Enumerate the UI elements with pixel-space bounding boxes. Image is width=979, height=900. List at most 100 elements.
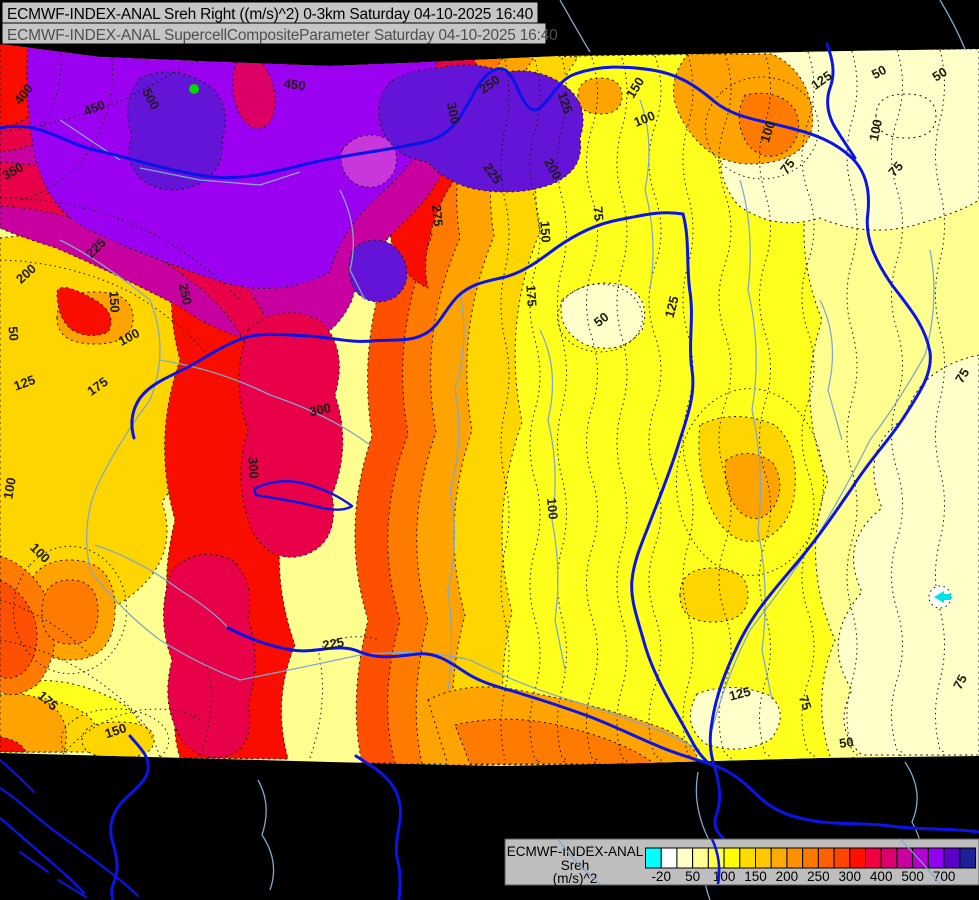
border-line bbox=[139, 167, 301, 186]
legend-color-cell bbox=[692, 847, 709, 869]
river-danube-lower bbox=[109, 734, 150, 900]
river-middle-south bbox=[630, 212, 709, 764]
legend-color-cell bbox=[959, 847, 976, 869]
border-line bbox=[94, 544, 229, 629]
legend-tick: 50 bbox=[685, 869, 700, 884]
legend: ECMWF-INDEX-ANAL Sreh (m/s)^2 -20 50 100 15… bbox=[504, 838, 979, 886]
contour-label: 125 bbox=[727, 684, 752, 704]
contour-field bbox=[0, 44, 979, 766]
legend-tick: 400 bbox=[870, 869, 893, 884]
border-line bbox=[539, 329, 566, 671]
coastline-adriatic bbox=[0, 816, 86, 895]
border-line bbox=[819, 299, 843, 441]
contour-label: 125 bbox=[555, 90, 576, 115]
contour-line bbox=[557, 57, 567, 763]
legend-tick: 200 bbox=[776, 869, 799, 884]
contour-line bbox=[0, 639, 161, 759]
contour-line bbox=[846, 50, 858, 759]
contour-label: 50 bbox=[869, 62, 889, 82]
overlay-lines-legend bbox=[557, 838, 941, 885]
legend-color-cell bbox=[676, 847, 694, 869]
island bbox=[57, 879, 87, 898]
coastline-adriatic bbox=[0, 759, 35, 793]
contour-label: 100 bbox=[866, 118, 885, 142]
border-line bbox=[739, 179, 773, 701]
legend-tick: 150 bbox=[744, 869, 767, 884]
contour-label: 450 bbox=[283, 76, 307, 94]
legend-color-cell bbox=[786, 847, 804, 869]
border-line bbox=[239, 651, 701, 751]
legend-color-cell bbox=[927, 847, 945, 869]
contour-label: 150 bbox=[103, 720, 128, 741]
contour-label: 100 bbox=[544, 497, 561, 520]
legend-color-cell bbox=[660, 847, 678, 869]
border-line bbox=[159, 359, 371, 446]
contour-line bbox=[704, 76, 820, 180]
contour-label: 300 bbox=[245, 457, 261, 479]
border-line bbox=[257, 779, 275, 891]
negative-sreh-marker bbox=[928, 585, 952, 609]
contour-label: 75 bbox=[952, 366, 972, 386]
legend-parameter: Sreh bbox=[561, 858, 590, 873]
legend-tick: 300 bbox=[839, 869, 862, 884]
contour-line bbox=[500, 59, 510, 761]
island bbox=[19, 851, 49, 873]
contour-label: 225 bbox=[321, 634, 345, 653]
river-danube bbox=[0, 65, 870, 214]
title-bar-line2-bg bbox=[1, 22, 547, 45]
title-line1: ECMWF-INDEX-ANAL Sreh Right ((m/s)^2) 0-… bbox=[7, 6, 534, 23]
contour-label: 150 bbox=[537, 221, 553, 243]
contour-line bbox=[616, 57, 628, 764]
legend-color-cell bbox=[723, 847, 741, 869]
river-drava bbox=[226, 626, 979, 834]
green-station-marker bbox=[189, 84, 199, 94]
legend-color-cell bbox=[802, 847, 819, 869]
legend-model: ECMWF-INDEX-ANAL bbox=[507, 844, 644, 859]
border-line bbox=[59, 239, 241, 681]
legend-color-cell bbox=[645, 847, 662, 869]
river-south bbox=[354, 754, 402, 900]
river-tisza-upper bbox=[825, 42, 857, 160]
contour-line bbox=[59, 708, 201, 759]
border-line bbox=[639, 99, 654, 291]
contour-line bbox=[801, 51, 815, 761]
contour-label: 300 bbox=[444, 101, 463, 125]
legend-color-cell bbox=[896, 847, 914, 869]
contour-label: 50 bbox=[5, 326, 21, 342]
legend-color-cell bbox=[770, 847, 788, 869]
contour-label: 100 bbox=[0, 476, 19, 500]
legend-color-cell bbox=[817, 847, 835, 869]
border-line bbox=[559, 0, 591, 53]
contour-line bbox=[0, 259, 206, 353]
contour-label: 100 bbox=[757, 119, 778, 144]
legend-color-cell bbox=[880, 847, 898, 869]
legend-tick: 100 bbox=[713, 869, 736, 884]
legend-tick: -20 bbox=[651, 869, 671, 884]
legend-color-cell bbox=[912, 847, 929, 869]
legend-color-cell bbox=[755, 847, 772, 869]
hydrography bbox=[0, 42, 979, 900]
border-line bbox=[339, 189, 366, 301]
border-line bbox=[447, 294, 465, 691]
contour-line bbox=[648, 55, 662, 765]
legend-color-cell bbox=[849, 847, 866, 869]
contour-line bbox=[39, 44, 62, 131]
contour-label: 300 bbox=[308, 400, 332, 419]
contour-line bbox=[682, 54, 694, 765]
contour-line bbox=[0, 599, 91, 656]
legend-tick: 500 bbox=[901, 869, 924, 884]
contour-label: 125 bbox=[12, 372, 38, 394]
contour-label: 275 bbox=[429, 204, 446, 227]
contour-label: 175 bbox=[523, 285, 539, 307]
legend-color-cell bbox=[943, 847, 961, 869]
contour-label: 75 bbox=[796, 693, 815, 711]
legend-tick-labels: -20 50 100 150 200 250 300 400 500 700 bbox=[651, 869, 955, 884]
contour-line bbox=[935, 49, 945, 758]
border-line bbox=[939, 0, 966, 50]
legend-colorbar bbox=[645, 847, 976, 869]
legend-color-cell bbox=[833, 847, 851, 869]
river-tisza bbox=[708, 210, 932, 847]
contour-label: 75 bbox=[590, 206, 606, 222]
